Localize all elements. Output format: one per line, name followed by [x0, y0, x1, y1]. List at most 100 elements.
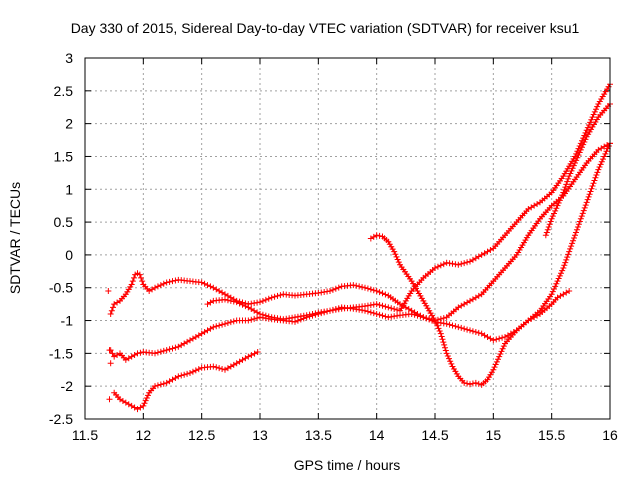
data-point	[257, 310, 263, 317]
data-point	[493, 336, 500, 343]
data-point	[254, 315, 261, 322]
data-point	[435, 325, 442, 332]
data-point	[566, 288, 573, 295]
data-point	[446, 321, 453, 328]
data-point	[277, 292, 284, 299]
data-point	[549, 288, 556, 295]
data-point	[432, 317, 438, 324]
data-point	[603, 148, 610, 155]
data-point	[251, 350, 258, 357]
data-point	[558, 194, 564, 201]
data-point	[500, 343, 507, 350]
data-point	[438, 333, 445, 340]
data-point	[222, 320, 228, 327]
series-track-b	[107, 140, 613, 363]
data-point	[447, 358, 454, 365]
data-point	[274, 292, 281, 299]
data-point	[472, 329, 479, 336]
data-point	[436, 328, 443, 335]
data-point	[172, 344, 179, 351]
data-point	[137, 349, 144, 356]
data-point	[602, 150, 609, 157]
data-point	[564, 178, 571, 185]
chart-title: Day 330 of 2015, Sidereal Day-to-day VTE…	[71, 20, 580, 36]
y-tick-label: -0.5	[49, 280, 73, 296]
data-point	[548, 291, 555, 298]
data-point	[157, 282, 164, 289]
data-point	[152, 383, 158, 390]
data-point	[169, 345, 176, 352]
data-point	[138, 274, 144, 281]
data-point	[498, 348, 505, 355]
stray-markers	[105, 288, 114, 403]
data-point	[414, 312, 421, 319]
data-point	[582, 202, 589, 209]
plot-frame	[84, 57, 611, 420]
series-track-a	[107, 140, 613, 344]
data-point	[163, 279, 170, 286]
data-point	[259, 311, 266, 318]
y-axis-label: SDTVAR / TECUs	[7, 182, 23, 294]
data-point	[259, 298, 266, 305]
data-point	[556, 272, 563, 279]
data-point	[553, 205, 560, 212]
data-point	[472, 379, 479, 386]
data-point	[312, 310, 319, 317]
data-point	[560, 265, 567, 272]
data-point	[464, 380, 471, 387]
data-point	[546, 221, 553, 228]
data-point	[332, 285, 339, 292]
data-point	[495, 356, 501, 363]
data-point	[569, 165, 576, 172]
data-point	[245, 317, 252, 324]
x-axis-ticks: 11.5 12 12.5 13 13.5 14 14.5 15 15.5 16	[72, 58, 618, 443]
data-point	[581, 139, 588, 146]
data-point	[555, 275, 562, 282]
data-point	[586, 191, 593, 198]
data-point	[248, 352, 255, 359]
data-point	[327, 288, 333, 295]
data-point	[573, 157, 580, 164]
data-point	[467, 381, 473, 388]
data-point	[572, 232, 578, 239]
data-point	[556, 197, 563, 204]
data-point	[594, 103, 601, 110]
data-point	[565, 175, 572, 182]
data-point	[379, 312, 386, 319]
data-point	[245, 353, 252, 360]
data-point	[251, 315, 258, 322]
data-point	[134, 350, 141, 357]
data-point	[265, 295, 272, 302]
x-tick-label: 16	[602, 427, 618, 443]
data-point	[593, 106, 599, 113]
data-point	[490, 337, 497, 344]
y-tick-label: 1	[65, 181, 73, 197]
data-point	[547, 218, 554, 225]
data-point	[388, 305, 395, 312]
series-track-d	[204, 81, 613, 323]
data-point	[426, 315, 433, 322]
data-point	[458, 324, 465, 331]
data-point	[443, 350, 450, 357]
data-point	[154, 382, 161, 389]
data-point	[233, 299, 240, 306]
data-point	[497, 351, 504, 358]
data-point	[572, 160, 578, 167]
data-point	[187, 370, 193, 377]
data-point	[268, 294, 275, 301]
data-point	[236, 300, 243, 307]
x-tick-label: 14	[369, 427, 385, 443]
data-point	[216, 365, 223, 372]
data-point	[248, 316, 255, 323]
x-tick-label: 15	[486, 427, 502, 443]
x-axis-label: GPS time / hours	[294, 457, 401, 473]
data-point	[446, 355, 452, 362]
data-point	[561, 262, 568, 269]
data-point	[580, 207, 587, 214]
data-point	[461, 260, 468, 267]
data-point	[596, 163, 603, 170]
data-point	[143, 394, 150, 401]
data-point	[551, 286, 557, 293]
x-tick-label: 11.5	[72, 427, 98, 443]
data-point	[224, 320, 231, 327]
